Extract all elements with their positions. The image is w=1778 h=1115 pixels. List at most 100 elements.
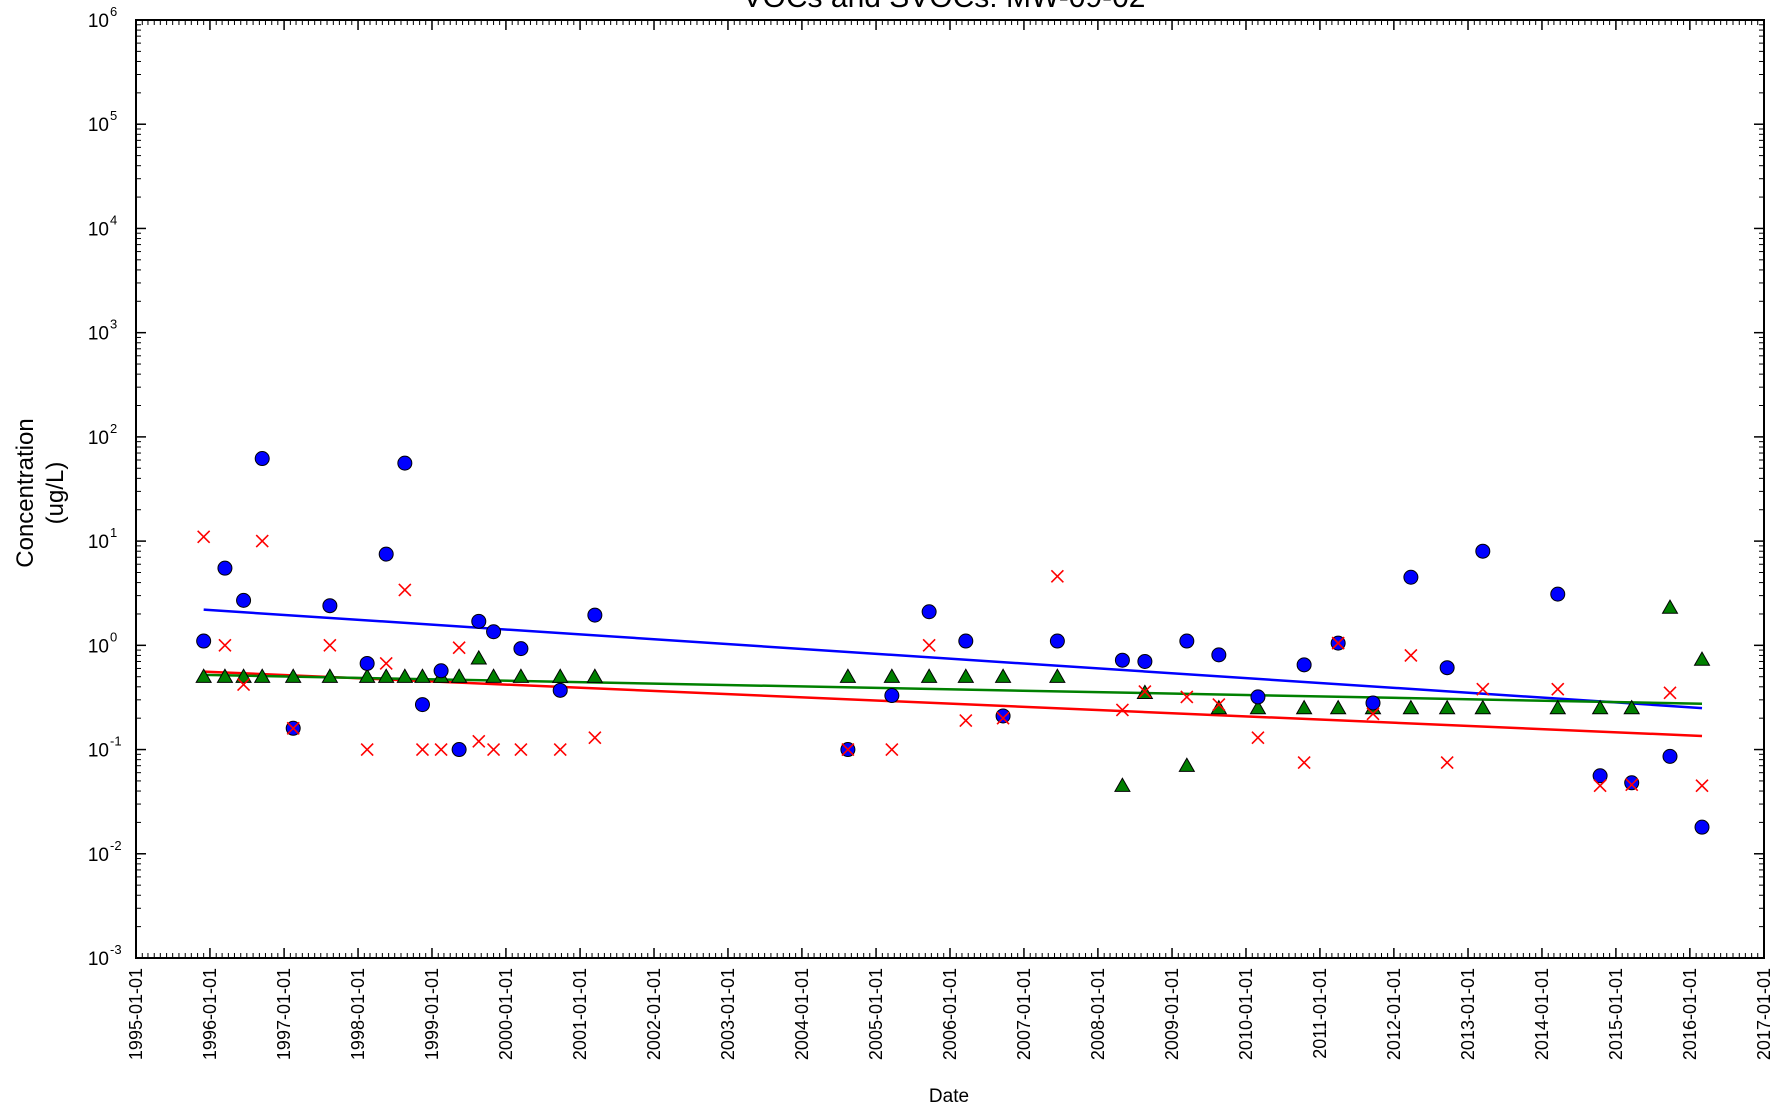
- y-tick-label-exponent: -2: [110, 838, 122, 853]
- data-point-circle: [1624, 775, 1640, 791]
- y-tick-label-exponent: 3: [110, 317, 117, 332]
- data-point-triangle: [883, 668, 901, 683]
- data-point-x-stroke: [452, 641, 466, 655]
- x-tick-label: 1996-01-01: [200, 968, 220, 1060]
- data-point-triangle: [1114, 777, 1131, 792]
- y-tick-label-exponent: 5: [110, 108, 117, 123]
- data-point-triangle: [1591, 699, 1609, 715]
- x-tick-label: 2016-01-01: [1680, 968, 1700, 1060]
- x-tick-label: 2003-01-01: [718, 968, 738, 1060]
- data-point-x: [514, 742, 528, 757]
- data-point-triangle: [253, 668, 271, 683]
- data-point-x: [959, 713, 973, 728]
- y-tick-label: 10: [88, 11, 109, 32]
- data-point-x-stroke: [1551, 682, 1565, 696]
- data-point-circle: [1211, 647, 1227, 663]
- data-point-triangle: [512, 668, 530, 683]
- data-point-circle: [471, 613, 487, 629]
- data-point-x-stroke: [553, 742, 567, 757]
- data-point-triangle: [994, 668, 1012, 683]
- data-point-x: [1251, 731, 1265, 745]
- data-point-circle: [958, 633, 974, 649]
- data-point-x: [452, 641, 466, 655]
- data-point-x-stroke: [1593, 779, 1607, 793]
- data-point-circle: [196, 633, 212, 649]
- data-point-circle: [1475, 543, 1491, 559]
- data-point-x-stroke: [1663, 686, 1677, 700]
- data-point-x: [841, 742, 855, 757]
- data-point-circle: [1250, 689, 1266, 705]
- data-point-x-stroke: [959, 713, 973, 728]
- y-axis-label-line-1: Concentration: [12, 418, 39, 567]
- plot-frame: [135, 19, 1765, 959]
- data-point-triangle: [1693, 651, 1711, 666]
- data-point-x-stroke: [434, 742, 448, 757]
- y-axis-label-line-2: (ug/L): [42, 462, 69, 525]
- data-point-circle: [486, 624, 502, 640]
- data-point-x: [286, 721, 300, 735]
- data-point-triangle: [321, 668, 339, 683]
- data-point-circle: [1365, 695, 1381, 711]
- data-point-triangle: [396, 668, 414, 683]
- data-point-circle: [1403, 569, 1419, 585]
- data-point-x-stroke: [922, 638, 936, 652]
- data-point-x: [255, 534, 269, 548]
- data-point-triangle: [551, 668, 569, 683]
- y-tick-label-exponent: -1: [110, 734, 122, 749]
- data-point-circle: [378, 546, 394, 562]
- data-point-x: [1440, 756, 1454, 770]
- data-point-x: [1366, 707, 1380, 721]
- x-tick-label: 2005-01-01: [866, 968, 886, 1060]
- data-point-x-stroke: [1404, 648, 1418, 662]
- data-point-triangle: [957, 668, 975, 683]
- data-point-circle: [1137, 653, 1153, 669]
- y-tick-label: 10: [88, 845, 109, 866]
- data-points: [195, 451, 1711, 835]
- data-point-circle: [1049, 633, 1065, 649]
- data-point-circle: [587, 607, 603, 623]
- data-point-x-stroke: [487, 742, 501, 757]
- x-tick-label: 2013-01-01: [1458, 968, 1478, 1060]
- data-point-x-stroke: [1050, 569, 1064, 583]
- x-tick-label: 2010-01-01: [1236, 968, 1256, 1060]
- y-tick-label: 10: [88, 949, 109, 970]
- data-point-x: [996, 711, 1010, 725]
- trendline: [203, 608, 1703, 710]
- x-tick-label: 2004-01-01: [792, 968, 812, 1060]
- y-tick-label-exponent: 0: [110, 629, 117, 644]
- data-point-x: [1050, 569, 1064, 583]
- x-tick-label: 2006-01-01: [940, 968, 960, 1060]
- data-point-triangle: [1623, 699, 1641, 715]
- data-point-triangle: [485, 668, 502, 683]
- data-point-x: [1297, 756, 1311, 770]
- data-point-x-stroke: [255, 534, 269, 548]
- data-point-x: [588, 731, 602, 745]
- data-point-x: [398, 583, 412, 597]
- data-point-circle: [1662, 748, 1678, 764]
- y-tick-label: 10: [88, 532, 109, 553]
- data-point-x-stroke: [1297, 756, 1311, 770]
- data-point-triangle: [195, 668, 213, 683]
- data-point-x: [1625, 778, 1639, 792]
- data-point-x: [360, 742, 374, 757]
- data-point-x: [323, 638, 337, 652]
- data-point-x-stroke: [841, 742, 855, 757]
- x-tick-label: 2008-01-01: [1088, 968, 1108, 1060]
- data-point-x-stroke: [885, 742, 899, 757]
- data-point-circle: [1592, 768, 1608, 784]
- data-point-triangle: [377, 668, 395, 683]
- data-point-triangle: [1249, 699, 1267, 715]
- data-point-x: [1404, 648, 1418, 662]
- data-point-x: [1331, 636, 1345, 650]
- data-point-x: [1593, 779, 1607, 793]
- data-point-x: [237, 678, 251, 692]
- data-point-x-stroke: [1212, 698, 1226, 712]
- data-point-triangle: [1295, 699, 1313, 715]
- y-tick-label: 10: [88, 428, 109, 449]
- data-point-triangle: [586, 668, 604, 683]
- y-tick-label-exponent: 2: [110, 421, 117, 436]
- data-point-x: [472, 734, 486, 748]
